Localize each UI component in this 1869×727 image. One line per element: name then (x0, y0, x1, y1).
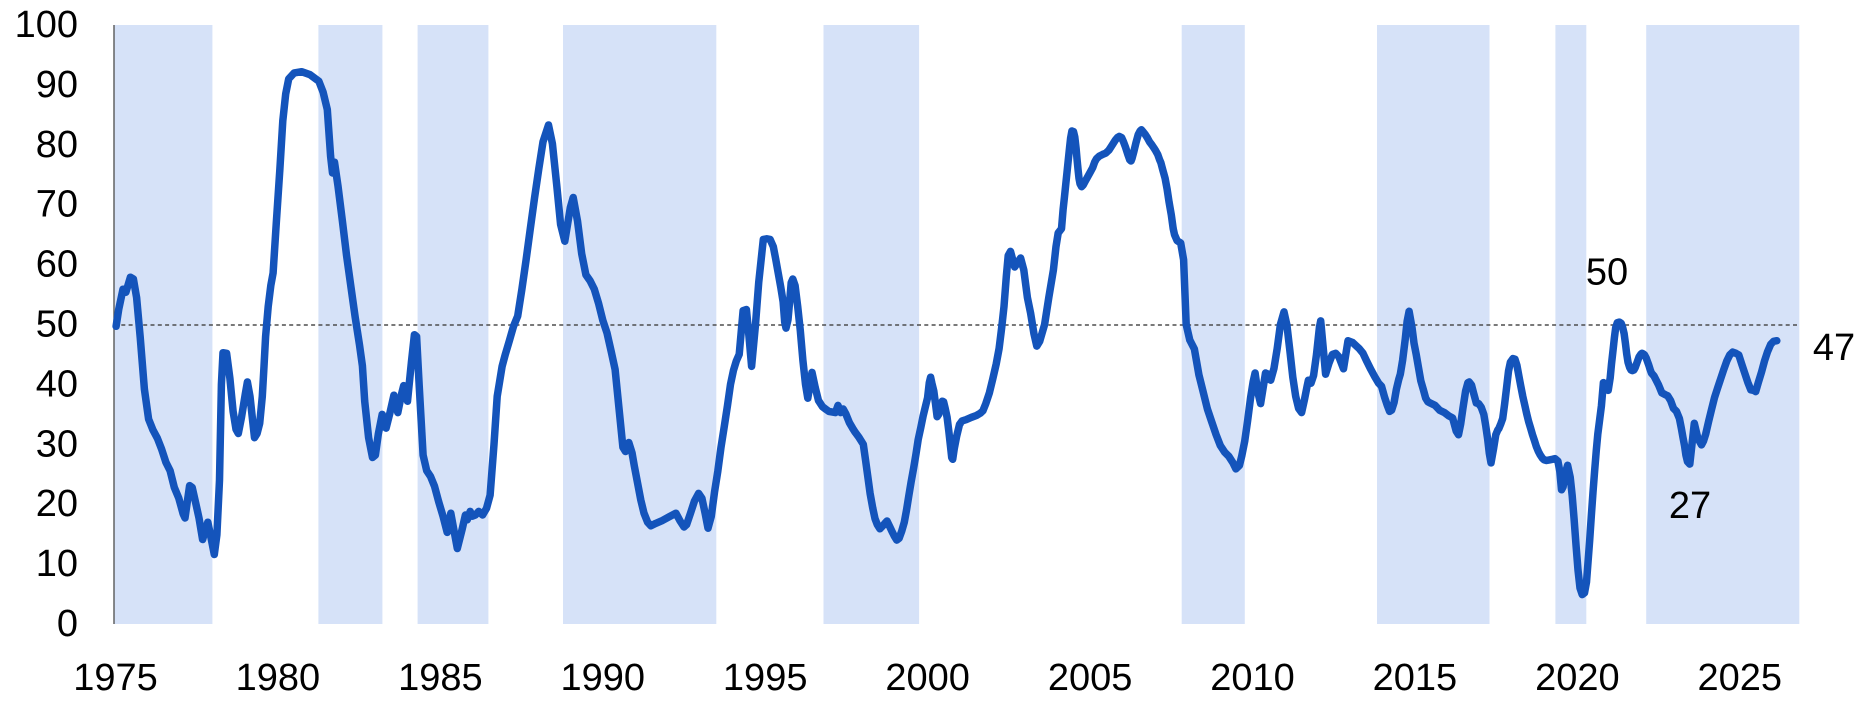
svg-text:2015: 2015 (1373, 657, 1458, 699)
svg-text:27: 27 (1669, 485, 1711, 527)
svg-text:1995: 1995 (723, 657, 808, 699)
svg-text:1980: 1980 (236, 657, 321, 699)
svg-text:70: 70 (36, 184, 78, 226)
svg-text:90: 90 (36, 64, 78, 106)
svg-text:2000: 2000 (885, 657, 970, 699)
svg-text:1990: 1990 (561, 657, 646, 699)
svg-text:80: 80 (36, 124, 78, 166)
svg-text:30: 30 (36, 423, 78, 465)
svg-text:47: 47 (1813, 327, 1855, 369)
svg-text:0: 0 (57, 603, 78, 645)
svg-text:100: 100 (15, 4, 78, 46)
svg-text:50: 50 (36, 304, 78, 346)
svg-text:2005: 2005 (1048, 657, 1133, 699)
svg-text:40: 40 (36, 363, 78, 405)
svg-text:2025: 2025 (1698, 657, 1783, 699)
svg-text:10: 10 (36, 543, 78, 585)
svg-text:60: 60 (36, 244, 78, 286)
svg-text:1975: 1975 (73, 657, 158, 699)
svg-text:50: 50 (1586, 252, 1628, 294)
svg-text:1985: 1985 (398, 657, 483, 699)
svg-text:20: 20 (36, 483, 78, 525)
svg-text:2010: 2010 (1210, 657, 1295, 699)
svg-text:2020: 2020 (1535, 657, 1620, 699)
